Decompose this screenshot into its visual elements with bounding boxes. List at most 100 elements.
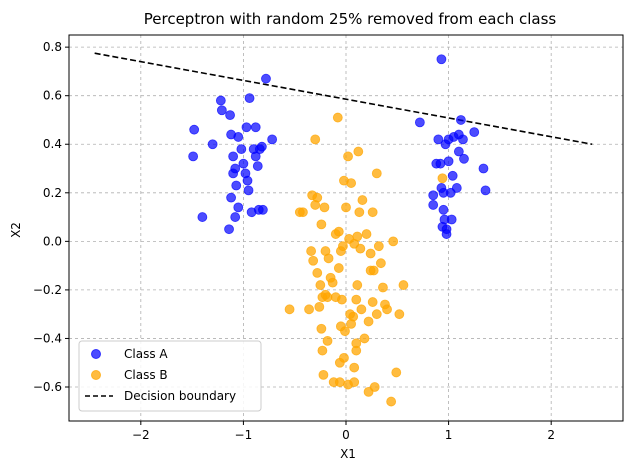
- data-point: [435, 158, 446, 169]
- data-point: [354, 207, 365, 218]
- legend-marker-class-b: [91, 370, 101, 380]
- data-point: [453, 129, 464, 140]
- data-point: [319, 202, 330, 213]
- data-point: [250, 151, 261, 162]
- data-point: [333, 263, 344, 273]
- data-point: [386, 396, 397, 407]
- data-point: [225, 110, 235, 121]
- y-tick-label: −0.4: [33, 331, 62, 345]
- data-point: [233, 132, 244, 142]
- data-point: [228, 168, 239, 179]
- data-point: [456, 115, 466, 125]
- data-point: [252, 161, 263, 171]
- data-point: [244, 93, 255, 104]
- data-point: [316, 219, 327, 230]
- data-point: [215, 95, 226, 106]
- data-point: [334, 377, 345, 388]
- data-point: [447, 170, 458, 181]
- data-point: [261, 73, 271, 84]
- data-point: [443, 156, 454, 167]
- data-point: [359, 333, 370, 344]
- data-point: [332, 112, 343, 123]
- data-point: [315, 280, 326, 290]
- data-point: [351, 294, 362, 305]
- data-point: [298, 207, 308, 218]
- series-class-a: [188, 54, 491, 239]
- data-point: [349, 362, 360, 373]
- legend: Class A Class B Decision boundary: [78, 340, 262, 412]
- data-point: [316, 323, 327, 334]
- data-point: [250, 122, 261, 133]
- data-point: [338, 241, 348, 252]
- data-point: [310, 134, 321, 145]
- data-point: [322, 335, 333, 346]
- data-point: [382, 304, 392, 315]
- y-tick-label: −0.6: [33, 380, 62, 394]
- data-point: [352, 280, 363, 290]
- data-point: [438, 187, 449, 198]
- data-point: [243, 185, 254, 196]
- data-point: [371, 168, 382, 179]
- data-point: [357, 195, 368, 205]
- legend-label-class-b: Class B: [124, 368, 168, 382]
- data-point: [388, 236, 399, 247]
- legend-box: [78, 340, 262, 412]
- data-point: [226, 192, 236, 203]
- data-point: [189, 124, 200, 135]
- data-point: [433, 134, 444, 145]
- decision-boundary-line: [94, 52, 593, 146]
- data-point: [188, 151, 199, 162]
- data-point: [428, 190, 439, 201]
- data-point: [348, 311, 359, 322]
- data-point: [394, 309, 405, 320]
- data-point: [318, 369, 329, 380]
- data-points-layer: [188, 54, 491, 407]
- data-point: [312, 268, 323, 278]
- data-point: [438, 204, 449, 215]
- data-point: [242, 175, 253, 186]
- x-tick-label: 0: [342, 428, 350, 442]
- data-point: [308, 255, 319, 266]
- data-point: [478, 163, 489, 174]
- data-point: [267, 134, 278, 145]
- data-point: [373, 241, 384, 252]
- data-point: [236, 144, 247, 155]
- data-point: [224, 224, 234, 235]
- data-point: [480, 185, 491, 196]
- x-tick-label: 1: [445, 428, 453, 442]
- data-point: [351, 345, 362, 356]
- data-point: [228, 151, 239, 162]
- data-point: [349, 377, 360, 388]
- data-point: [257, 204, 268, 215]
- legend-label-class-a: Class A: [124, 347, 168, 361]
- data-point: [339, 352, 349, 363]
- data-point: [317, 345, 328, 356]
- data-point: [241, 122, 252, 133]
- y-tick-label: 0.6: [43, 89, 62, 103]
- data-point: [304, 304, 314, 315]
- data-point: [340, 326, 350, 337]
- data-point: [436, 54, 447, 65]
- data-point: [256, 141, 267, 152]
- data-point: [343, 151, 353, 162]
- data-point: [369, 382, 380, 392]
- data-point: [398, 280, 409, 290]
- data-point: [361, 229, 372, 239]
- data-point: [459, 153, 469, 164]
- data-point: [231, 180, 242, 191]
- data-point: [346, 178, 357, 188]
- data-point: [378, 282, 388, 293]
- x-tick-label: 2: [547, 428, 555, 442]
- data-point: [230, 212, 241, 222]
- x-axis-label: X1: [340, 447, 356, 461]
- legend-label-decision-boundary: Decision boundary: [124, 389, 236, 403]
- data-point: [323, 253, 334, 264]
- chart-title: Perceptron with random 25% removed from …: [144, 10, 557, 28]
- data-point: [451, 183, 462, 193]
- axis-ticks: −2 −1 0 1 2 −0.6 −0.4 −0.2 0.0 0.2 0.4 0.6 0.8: [33, 40, 555, 442]
- data-point: [352, 231, 363, 242]
- data-point: [368, 265, 379, 276]
- data-point: [356, 304, 367, 315]
- data-point: [437, 173, 448, 184]
